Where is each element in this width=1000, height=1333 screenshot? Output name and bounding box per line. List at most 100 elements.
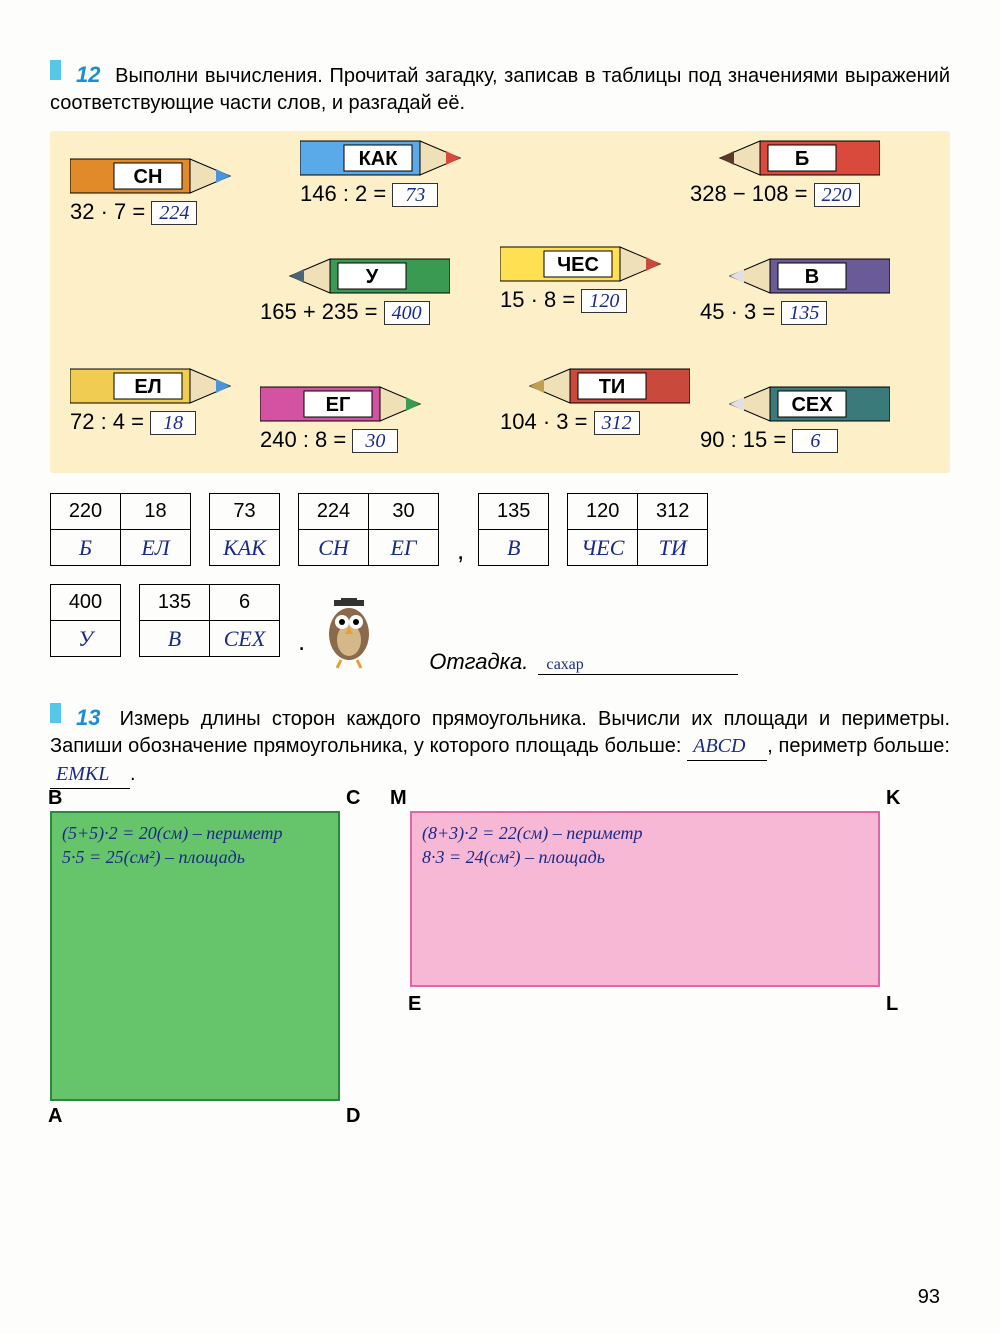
task-marker xyxy=(50,60,72,80)
answer-input[interactable]: 18 xyxy=(150,411,196,435)
vertex-M: M xyxy=(390,787,407,810)
svg-text:ЕЛ: ЕЛ xyxy=(134,376,161,398)
table-syllable-cell[interactable]: ЕГ xyxy=(369,530,439,566)
pencils-area: СН32 · 7 = 224КАК146 : 2 = 73Б328 − 108 … xyxy=(70,143,930,453)
pencil-КАК: КАК 146 : 2 = 73 xyxy=(300,135,490,207)
svg-text:ЧЕС: ЧЕС xyxy=(557,254,599,276)
task13-text-2: , периметр больше: xyxy=(767,735,950,757)
answer-input[interactable]: 312 xyxy=(594,411,640,435)
task-13: 13 Измерь длины сторон каждого прямоугол… xyxy=(50,703,950,1193)
rectA-handwriting: (5+5)·2 = 20(см) – периметр5·5 = 25(см²)… xyxy=(52,813,338,878)
table-number-cell: 6 xyxy=(210,585,280,621)
pencil-Б: Б328 − 108 = 220 xyxy=(690,135,880,207)
pencil-У: У 165 + 235 = 400 xyxy=(260,253,450,325)
task12-number: 12 xyxy=(76,60,100,90)
pencil-СЕХ: СЕХ 90 : 15 = 6 xyxy=(700,381,890,453)
pencil-ТИ: ТИ 104 · 3 = 312 xyxy=(500,363,690,435)
answer-input[interactable]: 400 xyxy=(384,301,430,325)
svg-text:В: В xyxy=(805,266,819,288)
punctuation: . xyxy=(298,626,305,657)
answer-table: 22018БЕЛ xyxy=(50,493,191,566)
expression: 45 · 3 = 135 xyxy=(700,299,890,325)
svg-text:ЕГ: ЕГ xyxy=(326,394,351,416)
expression: 146 : 2 = 73 xyxy=(300,181,490,207)
expression: 90 : 15 = 6 xyxy=(700,427,890,453)
pencil-В: В 45 · 3 = 135 xyxy=(700,253,890,325)
answer-table: 22430СНЕГ xyxy=(298,493,439,566)
workbook-page: 12 Выполни вычисления. Прочитай загадку,… xyxy=(0,0,1000,1333)
rectangle-emkl: (8+3)·2 = 22(см) – периметр8·3 = 24(см²)… xyxy=(410,811,880,987)
vertex-D: D xyxy=(346,1105,360,1128)
answer-table: 1356ВСЕХ xyxy=(139,584,280,657)
svg-text:СЕХ: СЕХ xyxy=(791,394,833,416)
table-number-cell: 400 xyxy=(51,585,121,621)
svg-text:ТИ: ТИ xyxy=(599,376,626,398)
task-marker xyxy=(50,703,72,723)
pencil-СН: СН 32 · 7 = 224 xyxy=(70,153,260,225)
table-syllable-cell[interactable]: В xyxy=(479,530,549,566)
task12-text: Выполни вычисления. Прочитай загадку, за… xyxy=(50,65,950,114)
pencil-ЧЕС: ЧЕС 15 · 8 = 120 xyxy=(500,241,690,313)
vertex-L: L xyxy=(886,993,898,1016)
answer-input[interactable]: 6 xyxy=(792,429,838,453)
expression: 32 · 7 = 224 xyxy=(70,199,260,225)
vertex-E: E xyxy=(408,993,421,1016)
answer-input[interactable]: 120 xyxy=(581,289,627,313)
answer-tables-row1: 22018БЕЛ 73КАК 22430СНЕГ, 135В 120312ЧЕСТИ xyxy=(50,493,950,584)
table-syllable-cell[interactable]: ТИ xyxy=(638,530,708,566)
table-number-cell: 312 xyxy=(638,494,708,530)
area-larger-answer[interactable]: ABCD xyxy=(687,733,767,761)
punctuation: , xyxy=(457,535,464,566)
expression: 15 · 8 = 120 xyxy=(500,287,690,313)
table-number-cell: 73 xyxy=(210,494,280,530)
table-syllable-cell[interactable]: ЕЛ xyxy=(121,530,191,566)
table-syllable-cell[interactable]: КАК xyxy=(210,530,280,566)
table-syllable-cell[interactable]: В xyxy=(140,621,210,657)
expression: 104 · 3 = 312 xyxy=(500,409,690,435)
svg-text:СН: СН xyxy=(134,166,163,188)
table-number-cell: 30 xyxy=(369,494,439,530)
expression: 240 : 8 = 30 xyxy=(260,427,450,453)
answer-table: 73КАК xyxy=(209,493,280,566)
page-number: 93 xyxy=(918,1286,940,1309)
answer-input[interactable]: 220 xyxy=(814,183,860,207)
pencil-ЕГ: ЕГ 240 : 8 = 30 xyxy=(260,381,450,453)
table-syllable-cell[interactable]: Б xyxy=(51,530,121,566)
answer-input[interactable]: 73 xyxy=(392,183,438,207)
svg-text:КАК: КАК xyxy=(359,148,399,170)
expression: 328 − 108 = 220 xyxy=(690,181,880,207)
answer-table: 400У xyxy=(50,584,121,657)
task12-prompt: 12 Выполни вычисления. Прочитай загадку,… xyxy=(50,60,950,117)
otgadka-label: Отгадка. xyxy=(429,649,528,675)
task13-number: 13 xyxy=(76,703,100,733)
vertex-A: A xyxy=(48,1105,62,1128)
pencil-exercise-panel: СН 32 · 7 = 224 КАК 146 : 2 = 73 Б328 − 108 … xyxy=(50,131,950,473)
table-syllable-cell[interactable]: ЧЕС xyxy=(568,530,638,566)
table-number-cell: 224 xyxy=(299,494,369,530)
expression: 165 + 235 = 400 xyxy=(260,299,450,325)
vertex-B: B xyxy=(48,787,62,810)
task13-text-3: . xyxy=(130,763,136,785)
table-number-cell: 220 xyxy=(51,494,121,530)
table-syllable-cell[interactable]: У xyxy=(51,621,121,657)
task13-prompt: 13 Измерь длины сторон каждого прямоугол… xyxy=(50,703,950,789)
table-number-cell: 135 xyxy=(479,494,549,530)
owl-icon xyxy=(319,598,379,675)
rectangles-area: (5+5)·2 = 20(см) – периметр5·5 = 25(см²)… xyxy=(50,803,950,1193)
rectangle-abcd: (5+5)·2 = 20(см) – периметр5·5 = 25(см²)… xyxy=(50,811,340,1101)
perimeter-larger-answer[interactable]: EMKL xyxy=(50,761,130,789)
table-number-cell: 135 xyxy=(140,585,210,621)
table-syllable-cell[interactable]: СЕХ xyxy=(210,621,280,657)
vertex-K: K xyxy=(886,787,900,810)
pencil-ЕЛ: ЕЛ 72 : 4 = 18 xyxy=(70,363,260,435)
otgadka-answer[interactable]: сахар xyxy=(538,656,738,675)
expression: 72 : 4 = 18 xyxy=(70,409,260,435)
answer-input[interactable]: 135 xyxy=(781,301,827,325)
answer-input[interactable]: 224 xyxy=(151,201,197,225)
answer-tables-row2: 400У 1356ВСЕХ. Отгадка. сахар xyxy=(50,584,950,675)
rectB-handwriting: (8+3)·2 = 22(см) – периметр8·3 = 24(см²)… xyxy=(412,813,878,878)
answer-input[interactable]: 30 xyxy=(352,429,398,453)
table-number-cell: 120 xyxy=(568,494,638,530)
table-syllable-cell[interactable]: СН xyxy=(299,530,369,566)
svg-text:У: У xyxy=(366,266,379,288)
